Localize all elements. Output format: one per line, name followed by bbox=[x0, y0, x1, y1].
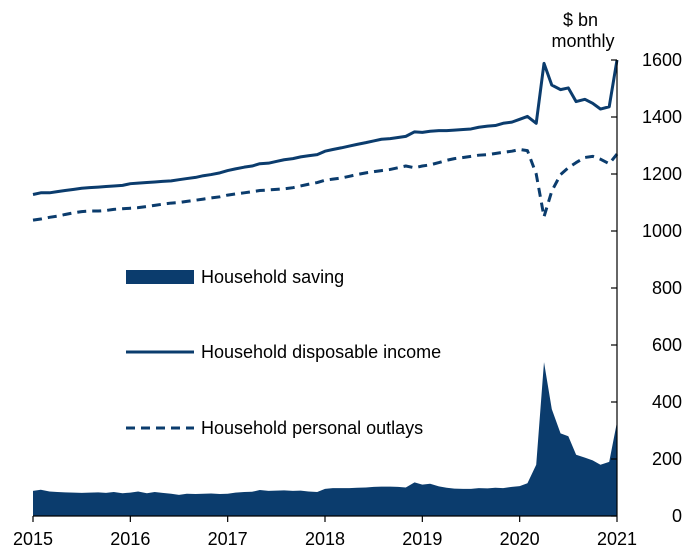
x-tick-label: 2015 bbox=[13, 529, 53, 549]
x-tick-label: 2017 bbox=[208, 529, 248, 549]
legend-label-household-disposable-income: Household disposable income bbox=[201, 342, 441, 362]
y-axis-ticks: 0 200 400 600 800 1000 1200 1400 1600 bbox=[611, 50, 682, 526]
y-tick-label: 1200 bbox=[642, 164, 682, 184]
series-household-saving bbox=[33, 362, 617, 516]
series-household-disposable-income bbox=[32, 59, 619, 196]
y-tick-label: 600 bbox=[652, 335, 682, 355]
unit-label-line-2: monthly bbox=[551, 31, 614, 51]
series-household-personal-outlays bbox=[32, 147, 619, 222]
y-tick-label: 400 bbox=[652, 392, 682, 412]
plot-area bbox=[32, 59, 619, 516]
y-tick-label: 0 bbox=[672, 506, 682, 526]
x-axis-ticks: 2015 2016 2017 2018 2019 2020 2021 bbox=[13, 516, 637, 549]
y-tick-label: 1400 bbox=[642, 107, 682, 127]
x-tick-label: 2016 bbox=[110, 529, 150, 549]
legend-swatch-household-saving bbox=[126, 270, 194, 284]
x-tick-label: 2021 bbox=[597, 529, 637, 549]
legend: Household saving Household disposable inc… bbox=[126, 267, 441, 438]
y-tick-label: 1000 bbox=[642, 221, 682, 241]
legend-label-household-personal-outlays: Household personal outlays bbox=[201, 418, 423, 438]
y-tick-label: 800 bbox=[652, 278, 682, 298]
x-tick-label: 2019 bbox=[402, 529, 442, 549]
legend-label-household-saving: Household saving bbox=[201, 267, 344, 287]
unit-label: $ bn monthly bbox=[551, 10, 614, 51]
x-tick-label: 2020 bbox=[500, 529, 540, 549]
y-tick-label: 200 bbox=[652, 449, 682, 469]
unit-label-line-1: $ bn bbox=[563, 10, 598, 30]
y-tick-label: 1600 bbox=[642, 50, 682, 70]
axes: 2015 2016 2017 2018 2019 2020 2021 0 200 400 600 8… bbox=[13, 50, 682, 549]
x-tick-label: 2018 bbox=[305, 529, 345, 549]
